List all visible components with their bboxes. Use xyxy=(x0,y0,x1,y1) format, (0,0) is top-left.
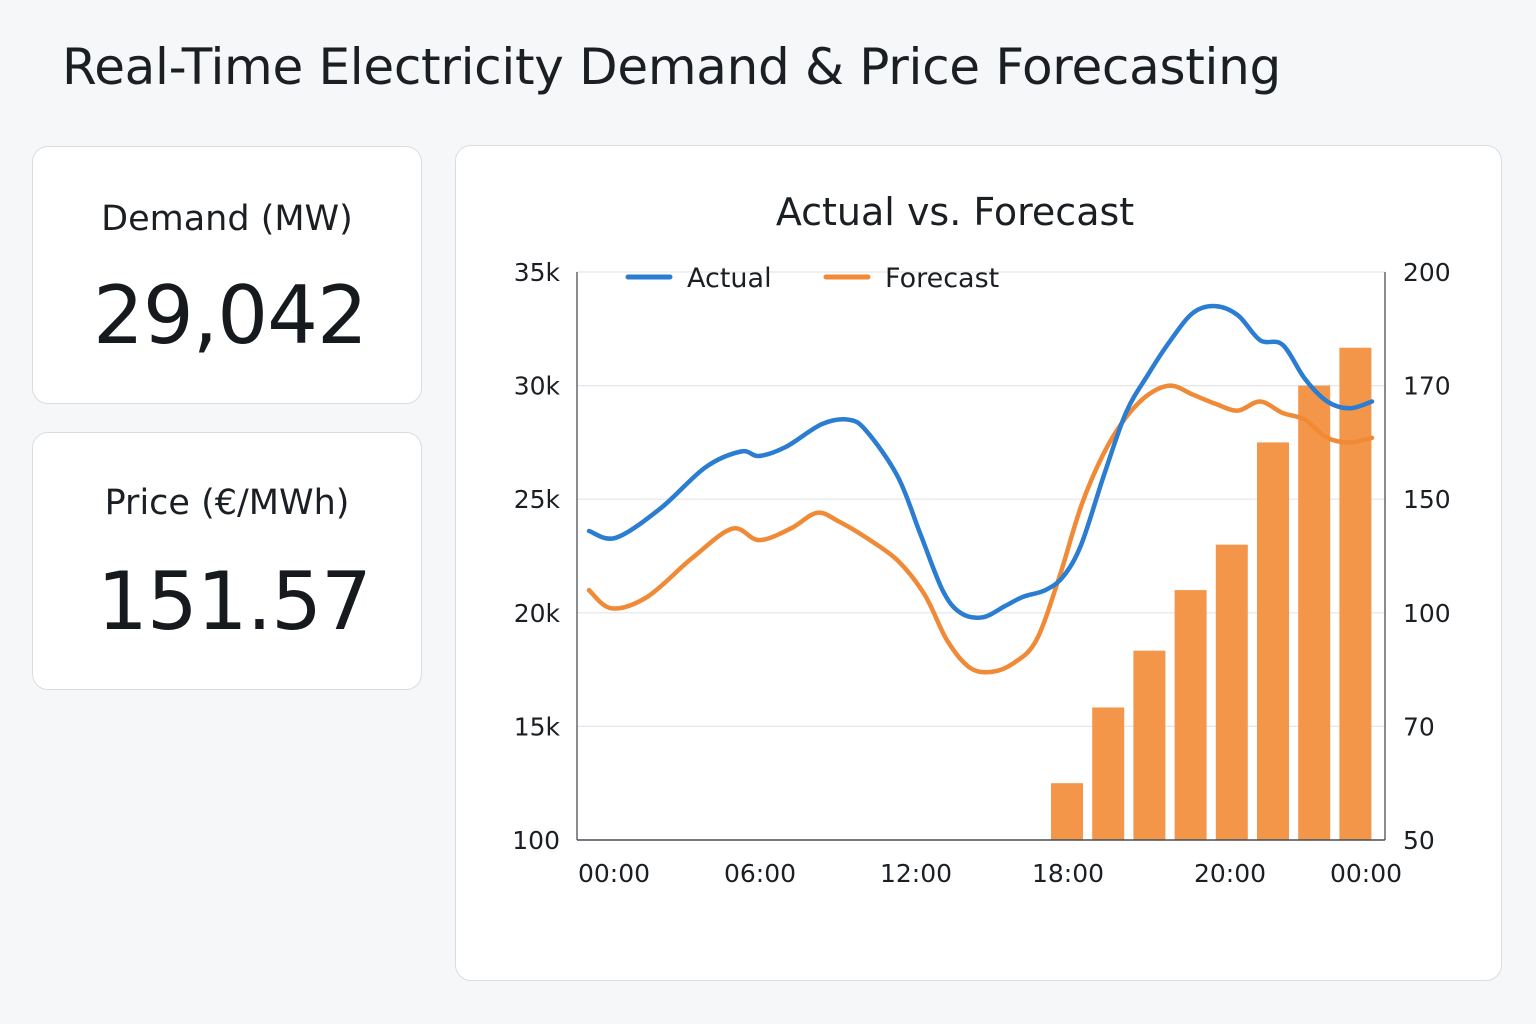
price-bar xyxy=(1257,442,1289,840)
price-label: Price (€/MWh) xyxy=(104,483,350,523)
y-right-tick-label: 100 xyxy=(1403,599,1451,628)
y-right-tick-label: 50 xyxy=(1403,826,1435,855)
axes: 100 50 15k 70 20k 100 25k 150 30k 170 35k 200 00:00 0… xyxy=(512,258,1450,888)
x-tick-label: 00:00 xyxy=(1330,859,1402,888)
price-bars xyxy=(1051,347,1372,840)
y-right-tick-label: 200 xyxy=(1403,258,1451,287)
price-bar xyxy=(1298,385,1331,840)
y-left-tick-label: 20k xyxy=(514,599,561,628)
y-right-tick-label: 150 xyxy=(1403,485,1451,514)
price-bar xyxy=(1174,590,1207,840)
y-right-tick-label: 70 xyxy=(1403,712,1435,741)
x-tick-label: 20:00 xyxy=(1194,859,1266,888)
page-title: Real-Time Electricity Demand & Price For… xyxy=(62,38,1281,96)
demand-card: Demand (MW) 29,042 xyxy=(32,146,422,404)
series-line-actual xyxy=(586,303,1375,620)
price-value: 151.57 xyxy=(97,555,372,648)
legend-label-forecast: Forecast xyxy=(885,263,999,294)
y-left-tick-label: 100 xyxy=(512,826,560,855)
price-bar xyxy=(1051,783,1083,840)
price-bar xyxy=(1215,544,1248,840)
demand-label: Demand (MW) xyxy=(101,199,353,239)
y-left-tick-label: 30k xyxy=(514,372,561,401)
x-tick-label: 00:00 xyxy=(578,859,650,888)
demand-value: 29,042 xyxy=(93,269,368,362)
y-left-tick-label: 35k xyxy=(514,258,561,287)
price-bar xyxy=(1133,650,1166,840)
grid xyxy=(577,271,1385,728)
demand-lines xyxy=(586,303,1375,675)
y-right-tick-label: 170 xyxy=(1403,372,1451,401)
series-line-forecast xyxy=(586,383,1375,675)
price-bar xyxy=(1339,347,1372,840)
x-tick-label: 18:00 xyxy=(1032,859,1104,888)
legend: Actual Forecast xyxy=(625,263,999,294)
y-left-tick-label: 15k xyxy=(514,712,561,741)
x-tick-label: 06:00 xyxy=(724,859,796,888)
y-left-tick-label: 25k xyxy=(514,485,561,514)
legend-label-actual: Actual xyxy=(687,263,772,294)
price-bar xyxy=(1092,707,1125,840)
chart-title: Actual vs. Forecast xyxy=(776,190,1134,234)
x-tick-label: 12:00 xyxy=(880,859,952,888)
chart-card: Actual vs. Forecast 100 50 15k 70 20k 100 25k 1… xyxy=(455,145,1502,981)
price-card: Price (€/MWh) 151.57 xyxy=(32,432,422,690)
